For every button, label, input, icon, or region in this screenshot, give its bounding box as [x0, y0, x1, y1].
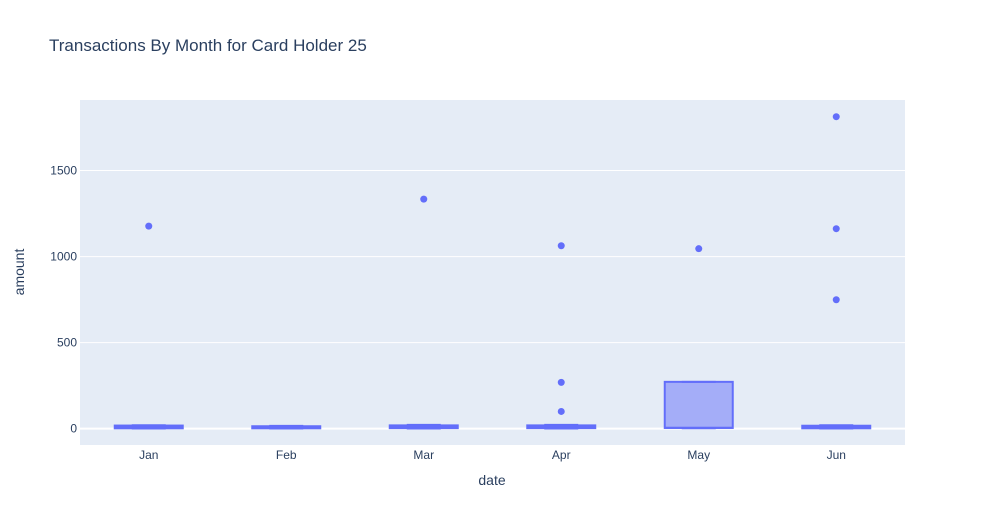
- x-axis-ticks: Jan Feb Mar Apr May Jun: [139, 448, 846, 462]
- box-may: [663, 245, 734, 430]
- plot-area: [80, 100, 905, 445]
- outlier-point: [420, 195, 428, 203]
- y-axis-title: amount: [11, 249, 27, 296]
- outlier-point: [832, 113, 840, 121]
- outlier-point: [557, 378, 565, 386]
- x-axis-title: date: [478, 472, 505, 488]
- y-tick-label: 500: [57, 336, 77, 350]
- box-iqr: [663, 380, 734, 429]
- x-tick-label: Jun: [827, 448, 846, 462]
- outlier-point: [832, 296, 840, 304]
- outlier-point: [557, 242, 565, 250]
- x-tick-label: Jan: [139, 448, 158, 462]
- outlier-point: [832, 225, 840, 233]
- y-axis-ticks: 0 500 1000 1500: [50, 164, 77, 436]
- box-jan: [113, 222, 184, 430]
- box-apr: [526, 242, 597, 430]
- x-tick-label: Mar: [413, 448, 434, 462]
- y-tick-label: 1500: [50, 164, 77, 178]
- x-tick-label: May: [687, 448, 710, 462]
- outlier-point: [695, 245, 703, 253]
- box-mar: [388, 195, 459, 430]
- outlier-point: [557, 407, 565, 415]
- x-tick-label: Feb: [276, 448, 297, 462]
- gridlines: [80, 170, 905, 430]
- outlier-point: [145, 222, 153, 230]
- box-feb: [251, 424, 322, 430]
- x-tick-label: Apr: [552, 448, 571, 462]
- box-jun: [801, 113, 872, 430]
- boxes-layer: [113, 113, 872, 430]
- y-tick-label: 1000: [50, 250, 77, 264]
- chart-title: Transactions By Month for Card Holder 25: [49, 36, 367, 55]
- y-tick-label: 0: [70, 422, 77, 436]
